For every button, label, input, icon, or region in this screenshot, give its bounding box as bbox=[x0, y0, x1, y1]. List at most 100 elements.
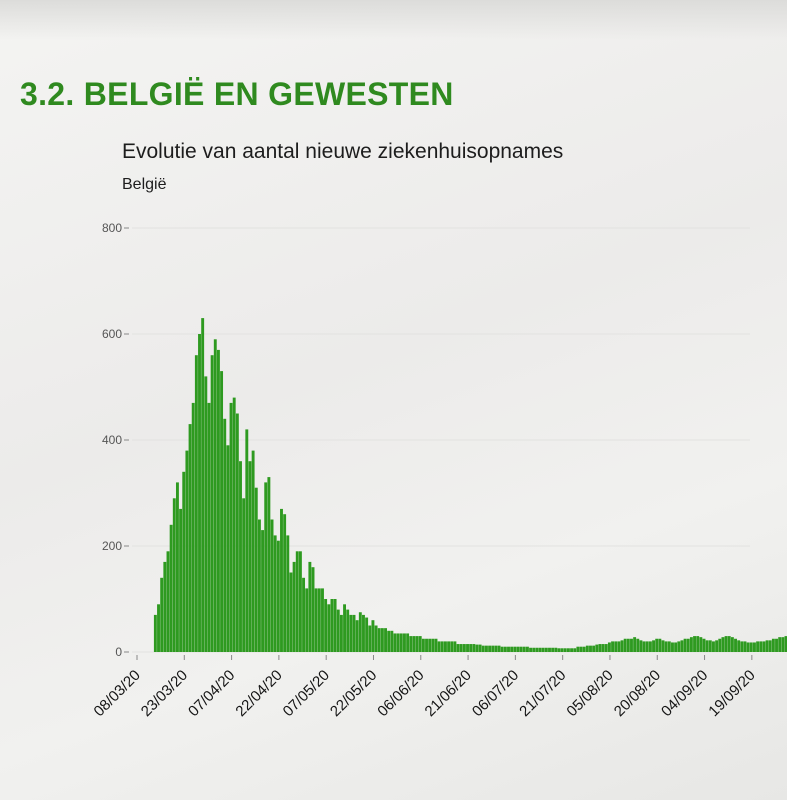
monitor-top-edge bbox=[0, 0, 787, 40]
bar bbox=[412, 636, 416, 652]
bar bbox=[276, 540, 280, 652]
bar bbox=[390, 630, 394, 652]
bar bbox=[368, 625, 372, 652]
bar bbox=[358, 612, 362, 652]
bar bbox=[283, 514, 287, 652]
bar bbox=[371, 620, 375, 652]
bar bbox=[753, 642, 756, 652]
bar bbox=[447, 641, 451, 652]
bar bbox=[352, 614, 356, 652]
bar bbox=[740, 641, 744, 652]
bar bbox=[295, 551, 299, 652]
x-tick-label: 06/07/20 bbox=[469, 667, 522, 720]
bar bbox=[179, 508, 183, 652]
bar bbox=[702, 638, 706, 652]
x-tick-label: 07/05/20 bbox=[280, 667, 333, 720]
bar bbox=[655, 638, 659, 652]
bar bbox=[582, 646, 586, 652]
bar bbox=[721, 637, 725, 652]
bar bbox=[623, 638, 627, 652]
bar bbox=[330, 599, 334, 652]
x-tick-label: 04/09/20 bbox=[658, 667, 711, 720]
bar bbox=[538, 647, 542, 652]
bar bbox=[223, 418, 227, 652]
bar bbox=[280, 508, 283, 652]
bar bbox=[541, 647, 545, 652]
bar bbox=[261, 530, 265, 652]
bar bbox=[365, 617, 369, 652]
bar bbox=[595, 644, 599, 652]
bar bbox=[680, 640, 684, 652]
bar bbox=[418, 636, 422, 652]
bar bbox=[428, 638, 432, 652]
bar bbox=[554, 647, 558, 652]
bar bbox=[630, 638, 633, 652]
bar bbox=[469, 644, 473, 652]
bar bbox=[718, 638, 722, 652]
bar bbox=[544, 647, 548, 652]
bar bbox=[172, 498, 176, 652]
bar bbox=[481, 645, 485, 652]
x-tick-label: 05/08/20 bbox=[563, 667, 616, 720]
bar bbox=[302, 577, 306, 652]
x-tick-label: 07/04/20 bbox=[185, 667, 238, 720]
bar bbox=[339, 614, 343, 652]
x-tick-label: 06/06/20 bbox=[374, 667, 427, 720]
bar bbox=[245, 429, 249, 652]
bar bbox=[724, 636, 728, 652]
bar bbox=[648, 641, 652, 652]
bar bbox=[503, 646, 507, 652]
bar bbox=[529, 647, 533, 652]
bar bbox=[273, 535, 277, 652]
bar bbox=[207, 402, 211, 652]
bar bbox=[232, 397, 236, 652]
bar bbox=[519, 646, 523, 652]
bar bbox=[730, 637, 734, 652]
bar bbox=[645, 641, 649, 652]
bar bbox=[778, 637, 782, 652]
x-tick-label: 22/05/20 bbox=[327, 667, 380, 720]
bar bbox=[712, 641, 715, 652]
bar bbox=[548, 647, 551, 652]
bar bbox=[226, 445, 230, 652]
bar bbox=[308, 561, 312, 652]
bar bbox=[488, 645, 492, 652]
x-tick-label: 22/04/20 bbox=[232, 667, 285, 720]
bar bbox=[513, 646, 517, 652]
bar bbox=[478, 644, 482, 652]
bar bbox=[286, 535, 290, 652]
bar bbox=[182, 471, 186, 652]
bar bbox=[289, 572, 293, 652]
y-tick-label: 800 bbox=[102, 221, 122, 235]
bar bbox=[387, 630, 391, 652]
bar bbox=[570, 648, 574, 652]
bar bbox=[242, 498, 246, 652]
x-tick-label: 19/09/20 bbox=[705, 667, 758, 720]
bar bbox=[715, 640, 719, 652]
bar bbox=[333, 599, 337, 652]
bar bbox=[399, 633, 403, 652]
bar bbox=[642, 641, 646, 652]
bar bbox=[579, 646, 583, 652]
bar bbox=[784, 636, 787, 652]
bar bbox=[355, 620, 359, 652]
bar bbox=[560, 648, 564, 652]
bar bbox=[160, 577, 164, 652]
x-tick-label: 21/07/20 bbox=[516, 667, 569, 720]
bar bbox=[425, 638, 428, 652]
bar bbox=[406, 633, 410, 652]
bar bbox=[377, 628, 381, 652]
bar bbox=[771, 638, 775, 652]
bar bbox=[781, 637, 785, 652]
bar bbox=[349, 614, 353, 652]
bar bbox=[607, 642, 611, 652]
bar bbox=[756, 641, 760, 652]
bar bbox=[762, 641, 766, 652]
bar bbox=[667, 641, 671, 652]
bar bbox=[220, 371, 224, 652]
bar bbox=[598, 644, 602, 652]
bar bbox=[516, 646, 520, 652]
bar bbox=[727, 636, 731, 652]
bar bbox=[566, 648, 570, 652]
